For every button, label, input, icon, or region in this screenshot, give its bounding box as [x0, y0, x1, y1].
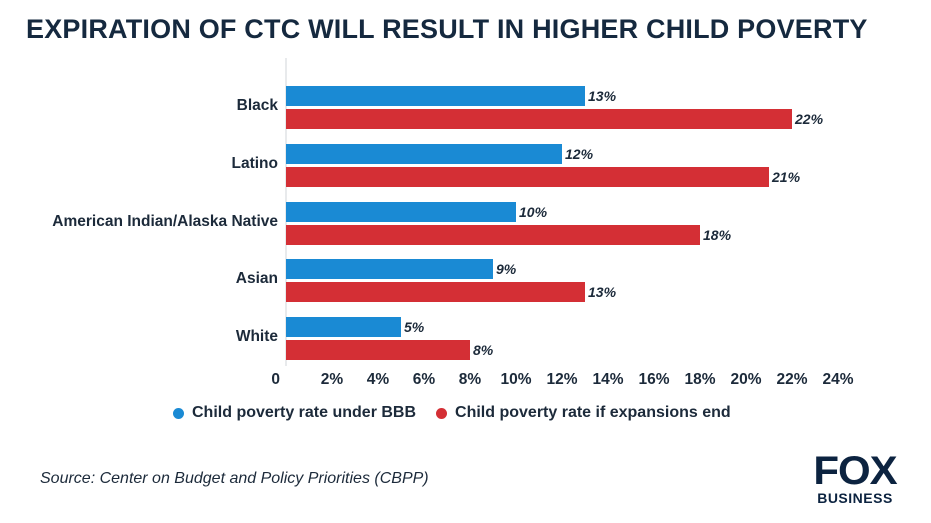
- x-tick-label: 18%: [684, 371, 715, 388]
- bar-expansions-end: [286, 109, 792, 129]
- bar-expansions-end: [286, 225, 700, 245]
- bar-bbb: [286, 86, 585, 106]
- bar-bbb: [286, 202, 516, 222]
- category-label: American Indian/Alaska Native: [52, 213, 278, 230]
- data-label: 21%: [771, 169, 801, 185]
- x-tick-label: 2%: [321, 371, 344, 388]
- data-label: 18%: [703, 227, 732, 243]
- category-label: White: [236, 328, 279, 345]
- x-tick-label: 10%: [500, 371, 531, 388]
- bar-chart: Black 13% 22% Latino 12% 21% American Indian/A…: [52, 58, 854, 388]
- x-tick-label: 22%: [776, 371, 807, 388]
- x-tick-label: 16%: [638, 371, 669, 388]
- legend-label-bbb: Child poverty rate under BBB: [192, 404, 417, 421]
- legend-swatch-blue: [173, 407, 184, 419]
- data-label: 13%: [588, 88, 617, 104]
- bar-bbb: [286, 259, 493, 279]
- x-tick-label: 24%: [822, 371, 853, 388]
- chart-title: EXPIRATION OF CTC WILL RESULT IN HIGHER …: [26, 14, 868, 44]
- data-label: 22%: [794, 111, 824, 127]
- legend-item-expansions-end: Child poverty rate if expansions end: [436, 404, 731, 422]
- x-tick-label: 6%: [413, 371, 436, 388]
- x-tick-label: 20%: [730, 371, 761, 388]
- chart-legend: Child poverty rate under BBB Child pover…: [173, 404, 731, 422]
- x-tick-label: 12%: [546, 371, 577, 388]
- logo-business-text: BUSINESS: [817, 490, 893, 506]
- logo-fox-text: FOX: [813, 449, 897, 493]
- x-tick-label: 4%: [367, 371, 390, 388]
- x-tick-label: 0: [271, 371, 280, 388]
- data-label: 9%: [496, 261, 517, 277]
- x-tick-label: 8%: [459, 371, 482, 388]
- source-note: Source: Center on Budget and Policy Prio…: [40, 470, 429, 487]
- legend-swatch-red: [436, 407, 448, 419]
- legend-item-bbb: Child poverty rate under BBB: [173, 404, 416, 422]
- category-label: Latino: [232, 155, 279, 172]
- category-label: Asian: [236, 270, 278, 287]
- bar-expansions-end: [286, 340, 470, 360]
- category-label: Black: [237, 97, 279, 114]
- x-tick-label: 14%: [592, 371, 623, 388]
- data-label: 5%: [404, 319, 425, 335]
- bar-bbb: [286, 317, 401, 337]
- data-label: 10%: [519, 204, 548, 220]
- data-label: 8%: [473, 342, 494, 358]
- bar-expansions-end: [286, 282, 585, 302]
- bar-bbb: [286, 144, 562, 164]
- fox-business-logo: FOX BUSINESS: [800, 449, 910, 509]
- legend-label-expansions-end: Child poverty rate if expansions end: [455, 404, 731, 421]
- bar-expansions-end: [286, 167, 769, 187]
- data-label: 12%: [565, 146, 594, 162]
- data-label: 13%: [588, 284, 617, 300]
